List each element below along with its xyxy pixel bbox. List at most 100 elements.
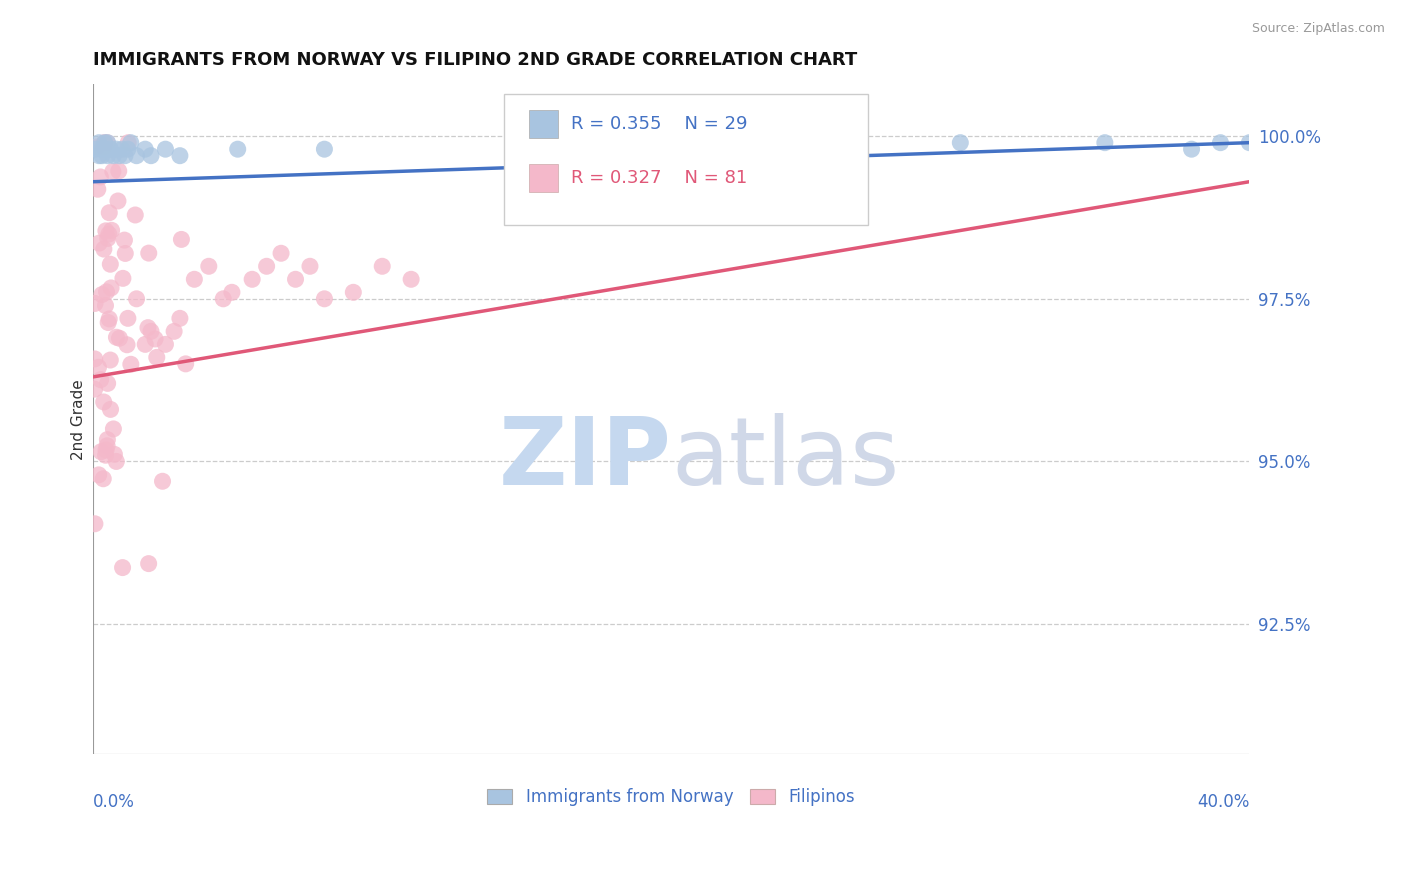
Point [94,299,117,313]
Point [1239,136,1261,150]
Point [98,257,121,271]
Point [111,271,134,285]
Text: IMMIGRANTS FROM NORWAY VS FILIPINO 2ND GRADE CORRELATION CHART: IMMIGRANTS FROM NORWAY VS FILIPINO 2ND G… [93,51,858,69]
Legend: Immigrants from Norway, Filipinos: Immigrants from Norway, Filipinos [481,781,862,813]
Point [240,272,263,286]
Point [212,292,235,306]
Point [100,281,122,295]
Point [93,136,115,150]
Point [146,351,169,365]
Point [163,324,186,338]
Point [93,395,115,409]
Point [115,338,138,352]
Point [96,136,118,150]
Point [96,433,118,447]
Point [94,443,117,458]
Text: atlas: atlas [671,413,900,506]
Point [94,224,117,238]
Point [87,182,110,196]
Point [86,140,108,154]
Point [84,142,107,156]
Point [169,149,191,163]
Point [90,149,112,163]
FancyBboxPatch shape [529,164,558,193]
Point [90,373,112,387]
Point [1094,136,1116,150]
Point [138,246,160,260]
Point [136,320,159,334]
FancyBboxPatch shape [529,111,558,138]
Point [90,287,112,301]
Y-axis label: 2nd Grade: 2nd Grade [72,379,86,459]
Point [100,223,122,237]
Point [256,260,278,274]
Point [103,422,125,436]
Point [97,227,120,241]
Point [117,136,139,150]
Point [139,324,162,338]
Text: 40.0%: 40.0% [1197,793,1250,811]
Point [108,331,131,345]
Point [108,149,131,163]
Point [125,292,148,306]
Point [103,447,125,461]
Point [170,232,193,246]
Point [84,296,107,310]
Point [105,142,128,156]
Point [89,236,111,251]
Point [120,136,142,150]
Point [114,233,136,247]
Point [98,312,121,326]
Point [114,149,136,163]
Point [98,205,121,219]
Point [90,142,112,156]
Point [111,560,134,574]
Point [155,337,177,351]
Point [111,142,134,156]
Point [107,194,129,208]
Point [105,330,128,344]
Point [100,402,122,417]
Point [1180,142,1202,156]
Point [399,272,422,286]
Point [183,272,205,286]
Point [117,311,139,326]
Point [138,557,160,571]
Point [221,285,243,300]
Point [87,149,110,163]
Text: R = 0.327    N = 81: R = 0.327 N = 81 [571,169,747,187]
Point [87,360,110,375]
Point [152,475,174,489]
Point [87,467,110,482]
Text: ZIP: ZIP [498,413,671,506]
Point [93,136,115,150]
Point [117,142,139,156]
Point [83,351,105,366]
Point [114,246,136,260]
Point [124,208,146,222]
Point [125,149,148,163]
Point [298,260,321,274]
Point [97,376,120,391]
Point [101,164,124,178]
Point [169,311,191,326]
Point [91,472,114,486]
Point [94,448,117,462]
Point [103,149,125,163]
Point [314,142,336,156]
Point [155,142,177,156]
Point [97,231,120,245]
Point [87,136,110,150]
Text: Source: ZipAtlas.com: Source: ZipAtlas.com [1251,22,1385,36]
Point [93,140,115,154]
Point [89,169,111,184]
Point [134,337,156,351]
Text: 0.0%: 0.0% [93,793,135,811]
Point [100,142,122,156]
Point [96,285,118,299]
Point [97,149,120,163]
Point [93,242,115,256]
FancyBboxPatch shape [503,95,868,225]
Point [226,142,249,156]
Point [97,316,120,330]
